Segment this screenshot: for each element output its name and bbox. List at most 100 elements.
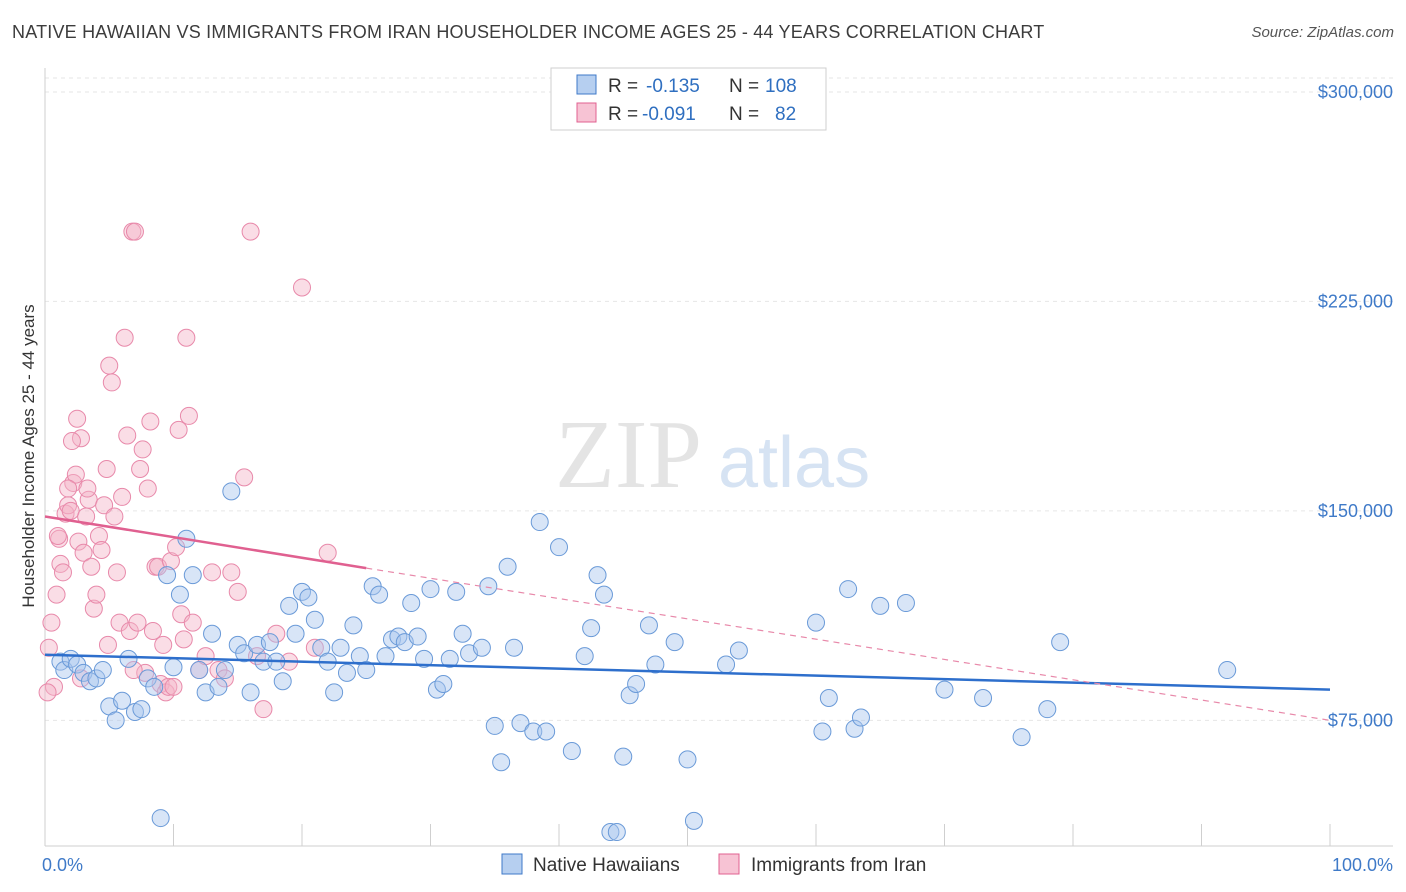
legend-r-value-1: -0.135 — [646, 76, 700, 97]
axes — [44, 68, 1393, 847]
data-point-native-hawaiian — [325, 683, 344, 702]
bottom-legend-swatch-pink — [718, 853, 740, 875]
data-point-iran — [143, 621, 162, 640]
data-point-native-hawaiian — [209, 677, 228, 696]
data-point-native-hawaiian — [106, 711, 125, 730]
data-point-iran — [305, 638, 324, 657]
legend-r-label-1: R = — [608, 76, 638, 97]
data-point-native-hawaiian — [408, 627, 427, 646]
legend-n-value-2: 82 — [775, 104, 796, 125]
data-point-native-hawaiian — [273, 672, 292, 691]
data-point-native-hawaiian — [119, 649, 138, 668]
y-tick-label: $150,000 — [1318, 501, 1393, 521]
legend-swatch-pink — [576, 102, 597, 123]
data-point-iran — [138, 479, 157, 498]
watermark-atlas: atlas — [718, 423, 870, 503]
data-point-native-hawaiian — [729, 641, 748, 660]
legend-swatch-blue — [576, 74, 597, 95]
data-point-native-hawaiian — [614, 747, 633, 766]
bottom-legend-swatch-blue — [501, 853, 523, 875]
data-point-native-hawaiian — [492, 753, 511, 772]
data-point-iran — [169, 420, 188, 439]
data-point-iran — [100, 356, 119, 375]
data-point-native-hawaiian — [479, 577, 498, 596]
data-point-native-hawaiian — [235, 644, 254, 663]
data-point-native-hawaiian — [132, 700, 151, 719]
data-point-native-hawaiian — [665, 633, 684, 652]
data-point-native-hawaiian — [530, 513, 549, 532]
series-native-hawaiian-points — [51, 482, 1237, 842]
data-point-iran — [177, 328, 196, 347]
data-point-native-hawaiian — [819, 688, 838, 707]
data-point-native-hawaiian — [498, 557, 517, 576]
data-point-iran — [241, 222, 260, 241]
data-point-iran — [235, 468, 254, 487]
data-point-native-hawaiian — [472, 638, 491, 657]
data-point-iran — [42, 613, 61, 632]
data-point-iran — [125, 222, 144, 241]
trend-line-iran-extended — [366, 567, 1331, 721]
data-point-iran — [87, 585, 106, 604]
data-point-native-hawaiian — [370, 585, 389, 604]
data-point-native-hawaiian — [807, 613, 825, 632]
data-point-native-hawaiian — [974, 688, 993, 707]
data-point-native-hawaiian — [440, 649, 459, 668]
data-point-iran — [179, 406, 198, 425]
data-point-native-hawaiian — [203, 624, 222, 643]
data-point-iran — [59, 479, 78, 498]
data-point-native-hawaiian — [505, 638, 524, 657]
data-point-native-hawaiian — [158, 566, 177, 585]
data-point-native-hawaiian — [280, 596, 299, 615]
data-point-native-hawaiian — [222, 482, 241, 501]
data-point-iran — [203, 563, 222, 582]
data-point-native-hawaiian — [550, 538, 568, 557]
data-point-native-hawaiian — [562, 742, 581, 761]
legend-r-value-2: -0.091 — [642, 104, 696, 125]
data-point-iran — [92, 540, 111, 559]
data-point-iran — [78, 479, 97, 498]
data-point-native-hawaiian — [575, 647, 594, 666]
data-point-iran — [131, 459, 150, 478]
data-point-native-hawaiian — [299, 588, 318, 607]
bottom-legend: Native Hawaiians Immigrants from Iran — [501, 853, 926, 876]
data-point-iran — [38, 683, 57, 702]
data-point-native-hawaiian — [839, 580, 858, 599]
data-point-iran — [89, 527, 108, 546]
data-point-iran — [74, 543, 93, 562]
data-point-native-hawaiian — [93, 661, 112, 680]
data-point-iran — [48, 527, 67, 546]
data-point-native-hawaiian — [588, 566, 607, 585]
data-point-iran — [39, 638, 58, 657]
data-point-native-hawaiian — [151, 809, 170, 828]
data-point-native-hawaiian — [215, 661, 234, 680]
data-point-native-hawaiian — [601, 823, 620, 842]
data-point-native-hawaiian — [331, 638, 350, 657]
data-point-native-hawaiian — [190, 661, 209, 680]
data-point-iran — [61, 501, 80, 520]
data-point-iran — [183, 613, 202, 632]
data-point-native-hawaiian — [337, 663, 356, 682]
y-tick-label: $225,000 — [1318, 291, 1393, 311]
data-point-native-hawaiian — [260, 633, 279, 652]
data-point-iran — [161, 552, 180, 571]
data-point-iran — [107, 563, 126, 582]
data-point-native-hawaiian — [620, 686, 639, 705]
data-point-native-hawaiian — [582, 619, 601, 638]
watermark: ZIP atlas — [555, 401, 870, 509]
data-point-native-hawaiian — [524, 722, 543, 741]
legend-n-value-1: 108 — [765, 76, 797, 97]
data-point-native-hawaiian — [241, 683, 260, 702]
data-point-native-hawaiian — [357, 661, 376, 680]
y-tick-label: $75,000 — [1328, 710, 1393, 730]
data-point-native-hawaiian — [935, 680, 954, 699]
data-point-native-hawaiian — [485, 716, 504, 735]
data-point-native-hawaiian — [164, 658, 183, 677]
data-point-iran — [113, 487, 132, 506]
data-point-native-hawaiian — [537, 722, 556, 741]
data-point-native-hawaiian — [286, 624, 305, 643]
data-point-native-hawaiian — [646, 655, 665, 674]
data-point-native-hawaiian — [684, 811, 703, 830]
data-point-native-hawaiian — [447, 582, 466, 601]
data-point-iran — [254, 700, 273, 719]
